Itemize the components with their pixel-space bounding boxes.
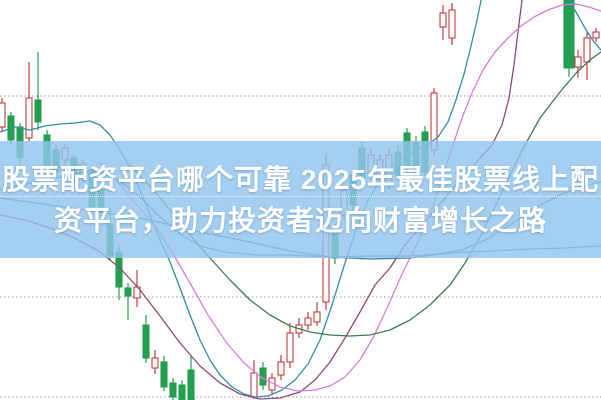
ma-purple [0,0,523,400]
ma-magenta [99,3,601,392]
promo-banner: 股票配资平台哪个可靠 2025年最佳股票线上配 资平台，助力投资者迈向财富增长之… [0,141,601,258]
banner-title-line-2: 资平台，助力投资者迈向财富增长之路 [53,204,547,236]
ma-green [129,51,601,337]
banner-title-line-1: 股票配资平台哪个可靠 2025年最佳股票线上配 [1,163,600,195]
